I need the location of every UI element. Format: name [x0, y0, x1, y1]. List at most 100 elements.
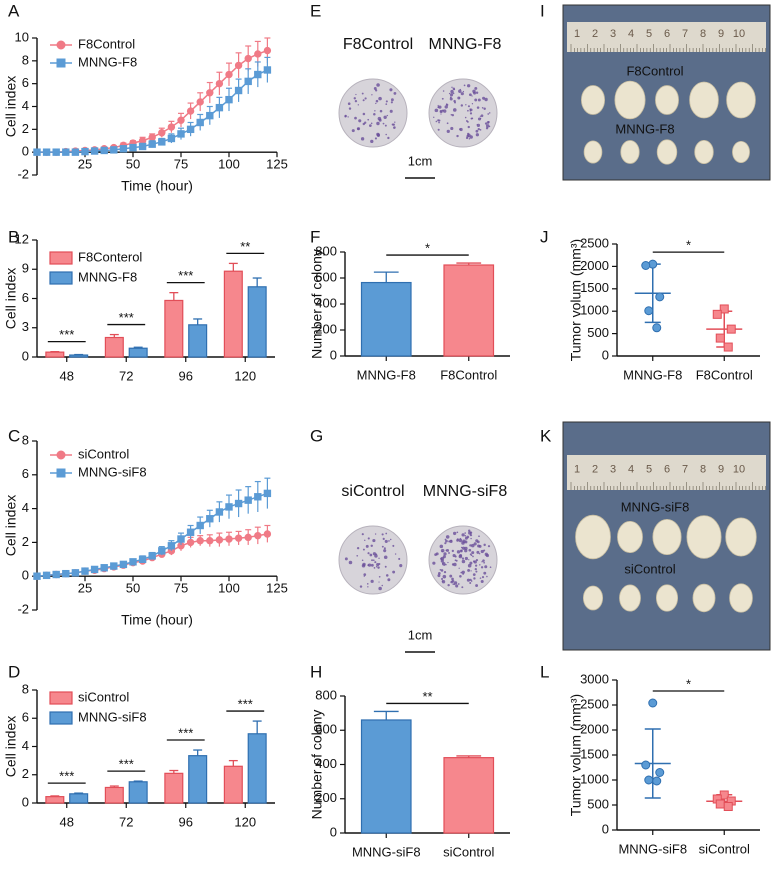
colony: [478, 552, 481, 555]
y-axis-label: Cell index: [3, 268, 19, 329]
data-point: [81, 567, 89, 575]
data-point: [263, 66, 272, 74]
colony: [372, 559, 375, 562]
colony: [434, 108, 439, 113]
colony: [348, 107, 352, 110]
colony: [438, 572, 441, 575]
data-point: [42, 571, 51, 580]
x-tick-label: 96: [179, 814, 193, 829]
colony: [362, 548, 365, 551]
data-point: [138, 555, 147, 563]
colony: [453, 562, 457, 567]
colony: [472, 560, 475, 563]
colony: [443, 564, 445, 566]
colony: [467, 563, 472, 568]
colony: [344, 557, 348, 561]
ruler-label: 3: [610, 463, 616, 475]
y-tick-label: 0: [22, 568, 29, 583]
legend-label: F8Control: [78, 36, 135, 51]
y-tick-label: 2000: [580, 721, 609, 736]
colony: [378, 575, 381, 578]
data-point: [62, 569, 70, 578]
colony: [456, 550, 461, 554]
colony: [376, 133, 380, 137]
colony: [357, 104, 359, 106]
colony: [367, 552, 370, 555]
colony: [389, 88, 393, 92]
y-tick-label: 500: [587, 325, 609, 340]
data-point: [655, 768, 665, 777]
colony: [483, 549, 486, 552]
data-point: [33, 572, 41, 580]
colony: [485, 127, 489, 130]
legend-label: siControl: [78, 446, 129, 461]
y-tick-label: 2500: [580, 696, 609, 711]
y-tick-label: 2: [22, 534, 29, 549]
colony: [348, 560, 353, 565]
colony: [394, 121, 396, 123]
colony: [479, 564, 481, 566]
data-point: [148, 140, 156, 148]
y-axis-label: Cell index: [3, 495, 19, 556]
colony: [479, 577, 482, 579]
colony: [467, 84, 471, 88]
data-point: [158, 138, 166, 146]
x-tick-label: MNNG-F8: [623, 367, 682, 382]
tumor: [726, 81, 756, 119]
colony: [467, 568, 471, 572]
ruler-label: 5: [646, 463, 652, 475]
data-point: [90, 147, 99, 155]
colony: [467, 109, 469, 112]
colony: [474, 98, 478, 102]
colony: [366, 583, 369, 585]
tumor: [655, 85, 679, 115]
colony: [370, 563, 374, 567]
bar: [104, 336, 124, 358]
colony: [446, 548, 450, 552]
x-tick-label: F8Control: [696, 367, 753, 382]
y-axis-label: Tumor volum (mm³): [568, 694, 584, 816]
data-point: [177, 130, 185, 138]
colony: [478, 535, 480, 538]
colony: [438, 105, 442, 109]
data-point: [215, 79, 224, 88]
y-tick-label: 800: [315, 243, 337, 258]
colony: [470, 537, 472, 540]
colony: [468, 93, 472, 97]
colony: [473, 91, 477, 95]
x-tick-label: 125: [266, 157, 288, 172]
ruler-label: 1: [574, 463, 580, 475]
ruler-label: 2: [592, 463, 598, 475]
colony: [488, 125, 491, 128]
bar: [443, 757, 495, 834]
colony: [446, 129, 450, 134]
scale-bar-label: 1cm: [408, 153, 433, 168]
colony: [441, 561, 446, 566]
data-point: [206, 111, 214, 120]
colony: [358, 119, 362, 123]
colony: [390, 101, 393, 104]
colony: [476, 123, 481, 128]
colony: [437, 574, 441, 578]
significance-label: ***: [178, 268, 193, 283]
data-point: [225, 70, 233, 79]
data-point: [715, 333, 725, 343]
colony: [442, 574, 447, 579]
y-tick-label: 2000: [580, 258, 609, 273]
bar: [360, 281, 412, 357]
bar: [69, 793, 89, 804]
colony: [477, 98, 481, 102]
colony: [459, 574, 462, 578]
colony: [444, 542, 447, 545]
bar: [223, 270, 243, 358]
colony: [447, 561, 449, 564]
colony: [399, 564, 403, 568]
data-point: [100, 564, 108, 572]
y-tick-label: 0: [22, 144, 29, 159]
colony: [381, 533, 384, 536]
colony: [480, 549, 484, 554]
data-point: [129, 558, 137, 566]
colony: [381, 545, 384, 548]
legend-marker: [56, 450, 66, 460]
colony: [487, 120, 490, 124]
